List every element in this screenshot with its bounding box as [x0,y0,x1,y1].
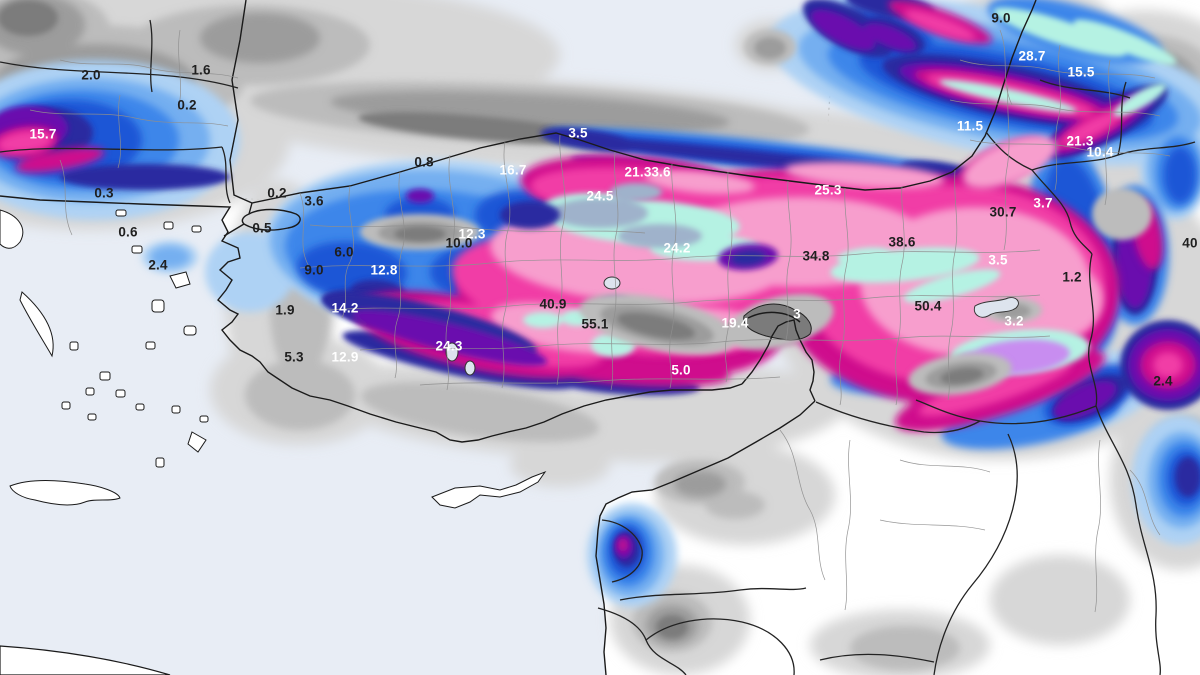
lakes [445,276,1019,376]
coastlines [0,0,1037,675]
country-borders [0,19,1196,675]
precip-slate [552,183,702,248]
province-borders [29,29,1171,613]
terrain-gray [360,29,1152,396]
islands [0,209,547,509]
